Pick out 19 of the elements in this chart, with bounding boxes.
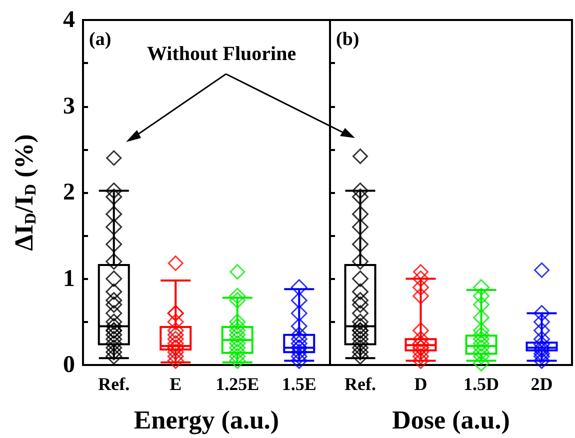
y-axis-title: ΔID/ID (%) [10,134,40,251]
annotation: Without Fluorine [147,43,296,65]
annotation: (a) [89,29,112,50]
x-tick-label: 2D [530,374,553,394]
x-tick-label: D [414,374,428,394]
x-tick-label: 1.5D [464,374,499,394]
x-axis-title: Dose (a.u.) [392,406,510,434]
x-axis-title: Energy (a.u.) [134,406,280,434]
x-tick-label: Ref. [344,374,376,394]
x-tick-label: Ref. [98,374,130,394]
y-tick-label: 4 [63,7,75,33]
x-tick-label: E [170,374,182,394]
y-tick-label: 2 [63,180,75,206]
x-tick-label: 1.5E [282,374,316,394]
y-tick-label: 1 [63,266,75,292]
annotation: (b) [336,29,360,50]
y-tick-label: 3 [63,93,75,120]
x-tick-label: 1.25E [216,374,260,394]
y-tick-label: 0 [63,352,75,378]
